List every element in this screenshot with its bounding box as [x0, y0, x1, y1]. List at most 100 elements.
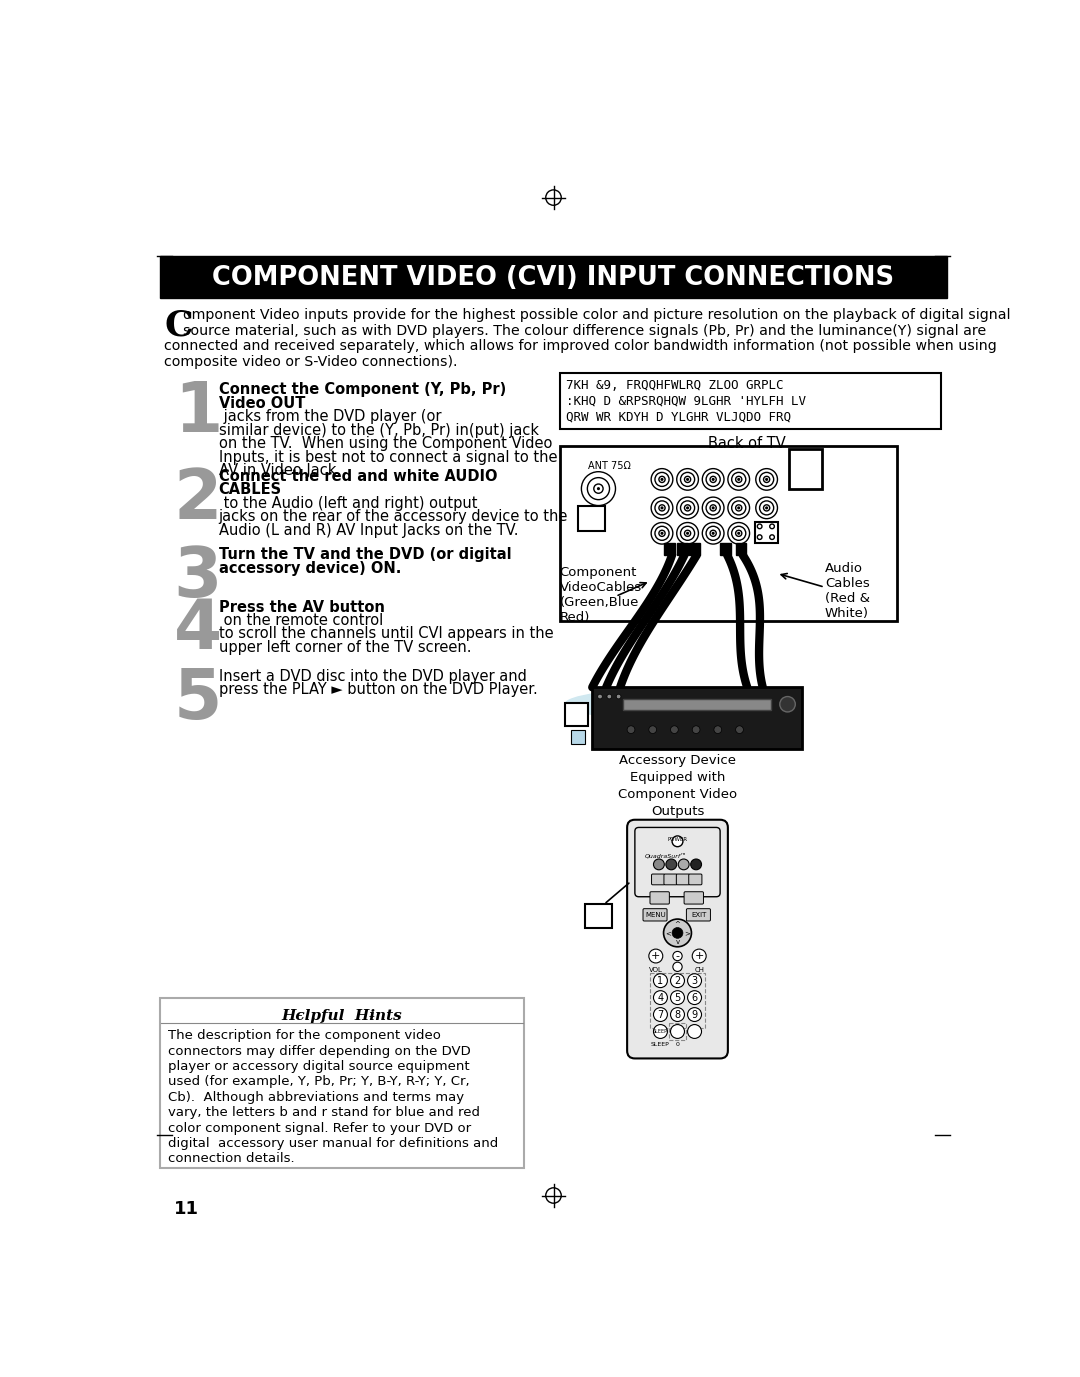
Circle shape [673, 963, 683, 971]
Text: press the PLAY ► button on the DVD Player.: press the PLAY ► button on the DVD Playe… [218, 682, 538, 697]
Bar [677, 543, 688, 555]
Text: to the Audio (left and right) output: to the Audio (left and right) output [218, 496, 477, 511]
Circle shape [653, 990, 667, 1005]
Bar [578, 507, 606, 532]
Circle shape [661, 532, 663, 534]
Text: COMPONENT VIDEO (CVI) INPUT CONNECTIONS: COMPONENT VIDEO (CVI) INPUT CONNECTIONS [213, 266, 894, 292]
Bar [664, 543, 675, 555]
Text: 3: 3 [174, 544, 222, 611]
Circle shape [671, 726, 678, 734]
Circle shape [617, 694, 621, 700]
Text: Component
VideoCables
(Green,Blue
Red): Component VideoCables (Green,Blue Red) [559, 566, 642, 624]
Text: Hєlpful  Hɨnts: Hєlpful Hɨnts [282, 1009, 402, 1023]
Text: Connect the red and white AUDIO: Connect the red and white AUDIO [218, 468, 497, 483]
FancyBboxPatch shape [643, 909, 667, 921]
Circle shape [653, 1008, 667, 1022]
Circle shape [649, 949, 663, 963]
Circle shape [661, 478, 663, 481]
Circle shape [597, 487, 600, 490]
FancyBboxPatch shape [687, 909, 711, 921]
Text: SLEEP: SLEEP [653, 1029, 667, 1034]
Text: on the TV.  When using the Component Video: on the TV. When using the Component Vide… [218, 437, 552, 452]
Text: CH: CH [694, 967, 704, 972]
Text: +: + [694, 952, 704, 961]
Bar [735, 543, 746, 555]
Circle shape [649, 726, 657, 734]
Text: 2: 2 [174, 465, 222, 533]
Circle shape [653, 859, 664, 870]
Text: C: C [164, 308, 193, 343]
Circle shape [780, 697, 795, 712]
Text: Turn the TV and the DVD (or digital: Turn the TV and the DVD (or digital [218, 547, 511, 562]
Text: Accessory Device
Equipped with
Component Video
Outputs: Accessory Device Equipped with Component… [618, 753, 737, 818]
Text: vary, the letters b and r stand for blue and red: vary, the letters b and r stand for blue… [167, 1106, 480, 1120]
Circle shape [673, 952, 683, 961]
Text: 7: 7 [658, 1009, 663, 1019]
Text: 4: 4 [174, 596, 222, 664]
Circle shape [765, 478, 768, 481]
Bar [689, 543, 700, 555]
Text: >: > [684, 929, 690, 936]
Text: 6: 6 [691, 993, 698, 1002]
Bar [584, 905, 611, 928]
Circle shape [688, 1024, 702, 1038]
Circle shape [765, 507, 768, 509]
Circle shape [672, 928, 683, 938]
Bar [755, 522, 779, 544]
Circle shape [671, 974, 685, 987]
Text: :KHQ D &RPSRQHQW 9LGHR 'HYLFH LV: :KHQ D &RPSRQHQW 9LGHR 'HYLFH LV [566, 395, 806, 408]
Bar [623, 700, 770, 709]
Circle shape [738, 507, 740, 509]
Text: 5: 5 [174, 665, 222, 733]
Text: QRW WR KDYH D YLGHR VLJQDO FRQ: QRW WR KDYH D YLGHR VLJQDO FRQ [566, 410, 791, 424]
Text: ANT 75Ω: ANT 75Ω [588, 461, 631, 471]
Text: 4: 4 [658, 993, 663, 1002]
FancyBboxPatch shape [651, 874, 664, 885]
FancyBboxPatch shape [664, 874, 677, 885]
Bar [669, 1023, 686, 1040]
Circle shape [672, 836, 683, 847]
Text: upper left corner of the TV screen.: upper left corner of the TV screen. [218, 640, 471, 655]
Text: 0: 0 [676, 1042, 679, 1048]
Text: v: v [675, 939, 679, 945]
Circle shape [738, 532, 740, 534]
Text: player or accessory digital source equipment: player or accessory digital source equip… [167, 1060, 469, 1073]
FancyBboxPatch shape [676, 874, 689, 885]
Text: omponent Video inputs provide for the highest possible color and picture resolut: omponent Video inputs provide for the hi… [183, 308, 1011, 322]
Circle shape [688, 1008, 702, 1022]
Bar [559, 373, 941, 428]
Bar [789, 449, 822, 489]
Bar [649, 974, 705, 1029]
Circle shape [692, 949, 706, 963]
FancyBboxPatch shape [635, 828, 720, 896]
Circle shape [653, 974, 667, 987]
Circle shape [712, 478, 715, 481]
Bar [720, 543, 731, 555]
Circle shape [678, 859, 689, 870]
Circle shape [686, 507, 689, 509]
Circle shape [738, 478, 740, 481]
Circle shape [627, 726, 635, 734]
Circle shape [671, 1008, 685, 1022]
Text: QuadraSurf™: QuadraSurf™ [645, 854, 687, 859]
Text: <: < [665, 929, 671, 936]
Text: ^: ^ [675, 921, 680, 927]
Text: composite video or S-Video connections).: composite video or S-Video connections). [164, 355, 458, 369]
Circle shape [597, 694, 603, 700]
Text: Insert a DVD disc into the DVD player and: Insert a DVD disc into the DVD player an… [218, 669, 527, 684]
Text: VOL: VOL [649, 967, 663, 972]
Circle shape [661, 507, 663, 509]
Circle shape [671, 990, 685, 1005]
Text: accessory device) ON.: accessory device) ON. [218, 560, 401, 576]
Text: SLEEP: SLEEP [651, 1042, 670, 1048]
Circle shape [714, 726, 721, 734]
Text: on the remote control: on the remote control [218, 613, 383, 628]
Text: Cb).  Although abbreviations and terms may: Cb). Although abbreviations and terms ma… [167, 1091, 463, 1104]
Text: Inputs, it is best not to connect a signal to the: Inputs, it is best not to connect a sign… [218, 450, 557, 465]
Circle shape [688, 990, 702, 1005]
FancyBboxPatch shape [650, 892, 670, 905]
Text: EXIT: EXIT [691, 912, 707, 918]
Text: POWER: POWER [667, 837, 688, 841]
Text: similar device) to the (Y, Pb, Pr) in(put) jack: similar device) to the (Y, Pb, Pr) in(pu… [218, 423, 539, 438]
Bar [160, 998, 524, 1168]
